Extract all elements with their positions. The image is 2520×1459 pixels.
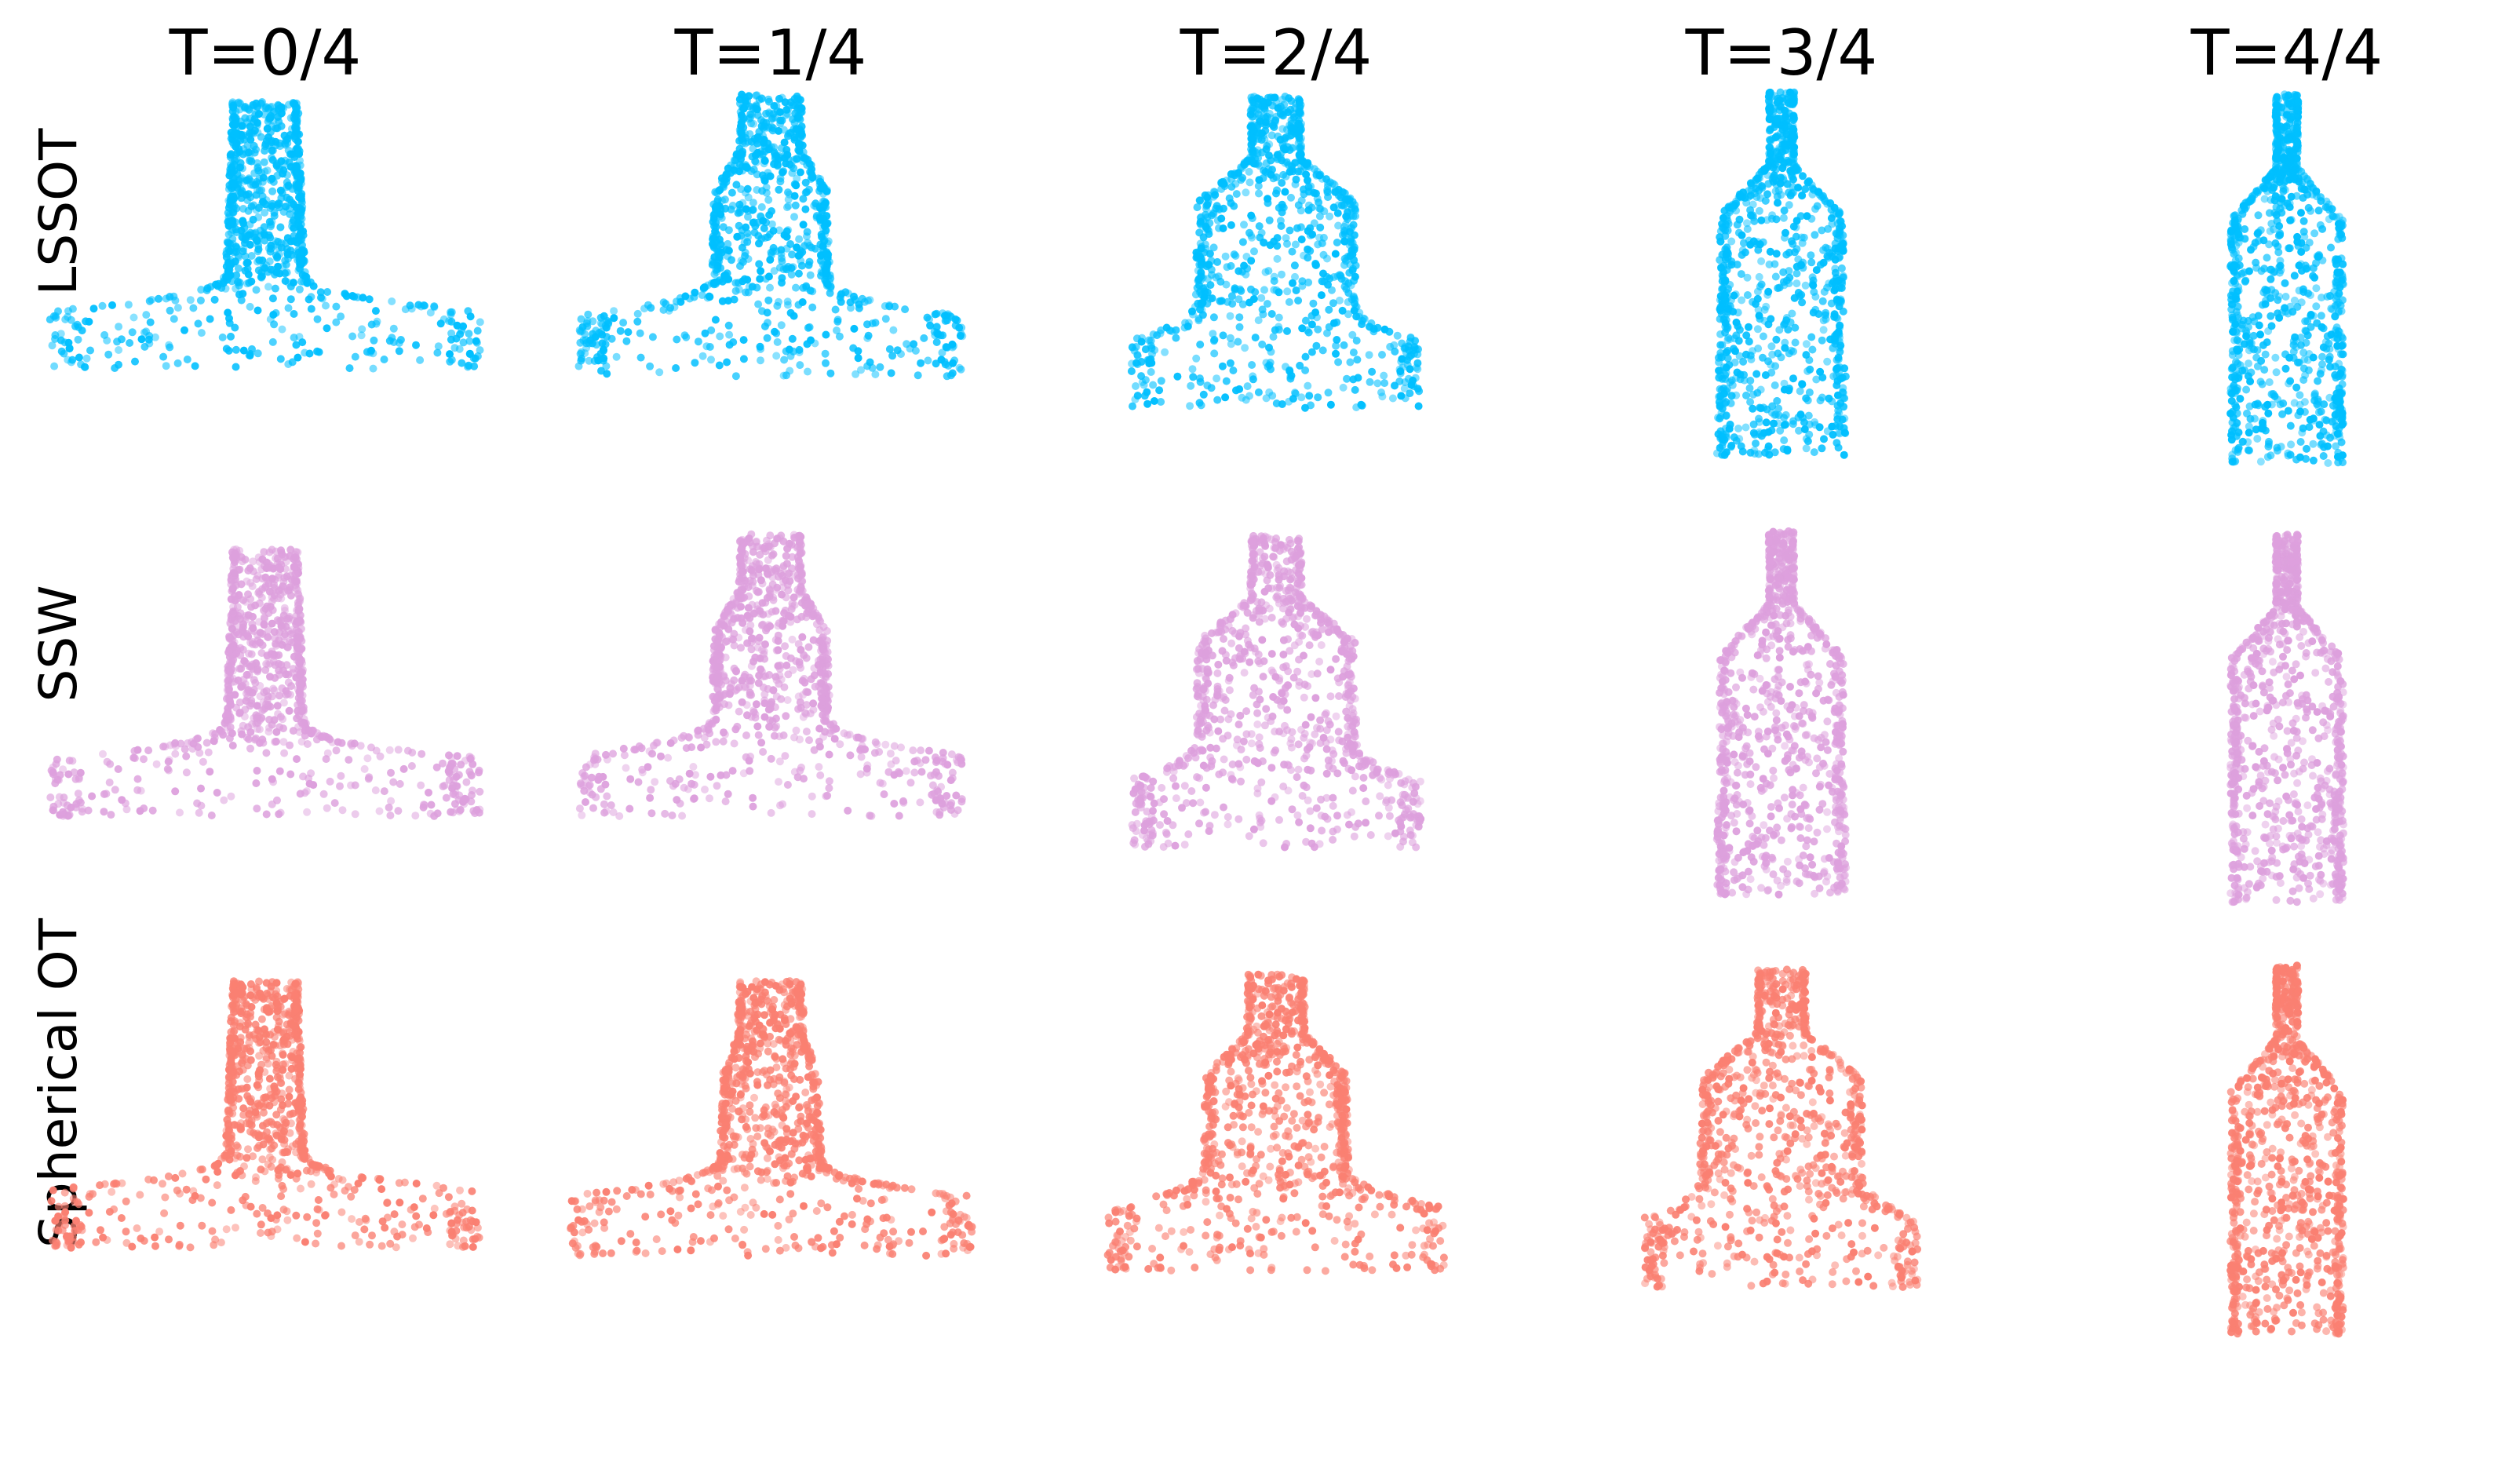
point-cloud-row-2 bbox=[47, 961, 2347, 1338]
point-cloud-2-3 bbox=[1640, 965, 1922, 1291]
point-cloud-0-0 bbox=[46, 98, 484, 373]
column-title-2: T=2/4 bbox=[1180, 16, 1373, 89]
column-title-0: T=0/4 bbox=[169, 16, 362, 89]
column-title-1: T=1/4 bbox=[674, 16, 867, 89]
point-cloud-row-1 bbox=[46, 527, 2347, 906]
point-cloud-row-0 bbox=[46, 88, 2347, 467]
point-cloud-2-4 bbox=[2226, 961, 2347, 1338]
point-cloud-2-1 bbox=[567, 977, 976, 1260]
point-cloud-0-1 bbox=[574, 90, 967, 381]
column-title-4: T=4/4 bbox=[2190, 16, 2383, 89]
point-cloud-2-2 bbox=[1103, 970, 1448, 1275]
point-cloud-1-4 bbox=[2226, 531, 2347, 906]
point-cloud-1-0 bbox=[46, 545, 484, 820]
point-cloud-1-1 bbox=[575, 530, 966, 820]
point-cloud-2-0 bbox=[47, 977, 483, 1252]
point-cloud-0-3 bbox=[1712, 88, 1850, 459]
point-cloud-0-2 bbox=[1127, 93, 1424, 412]
point-cloud-1-3 bbox=[1712, 527, 1851, 899]
column-title-3: T=3/4 bbox=[1685, 16, 1878, 89]
point-cloud-0-4 bbox=[2226, 90, 2347, 467]
point-cloud-1-2 bbox=[1128, 531, 1425, 852]
